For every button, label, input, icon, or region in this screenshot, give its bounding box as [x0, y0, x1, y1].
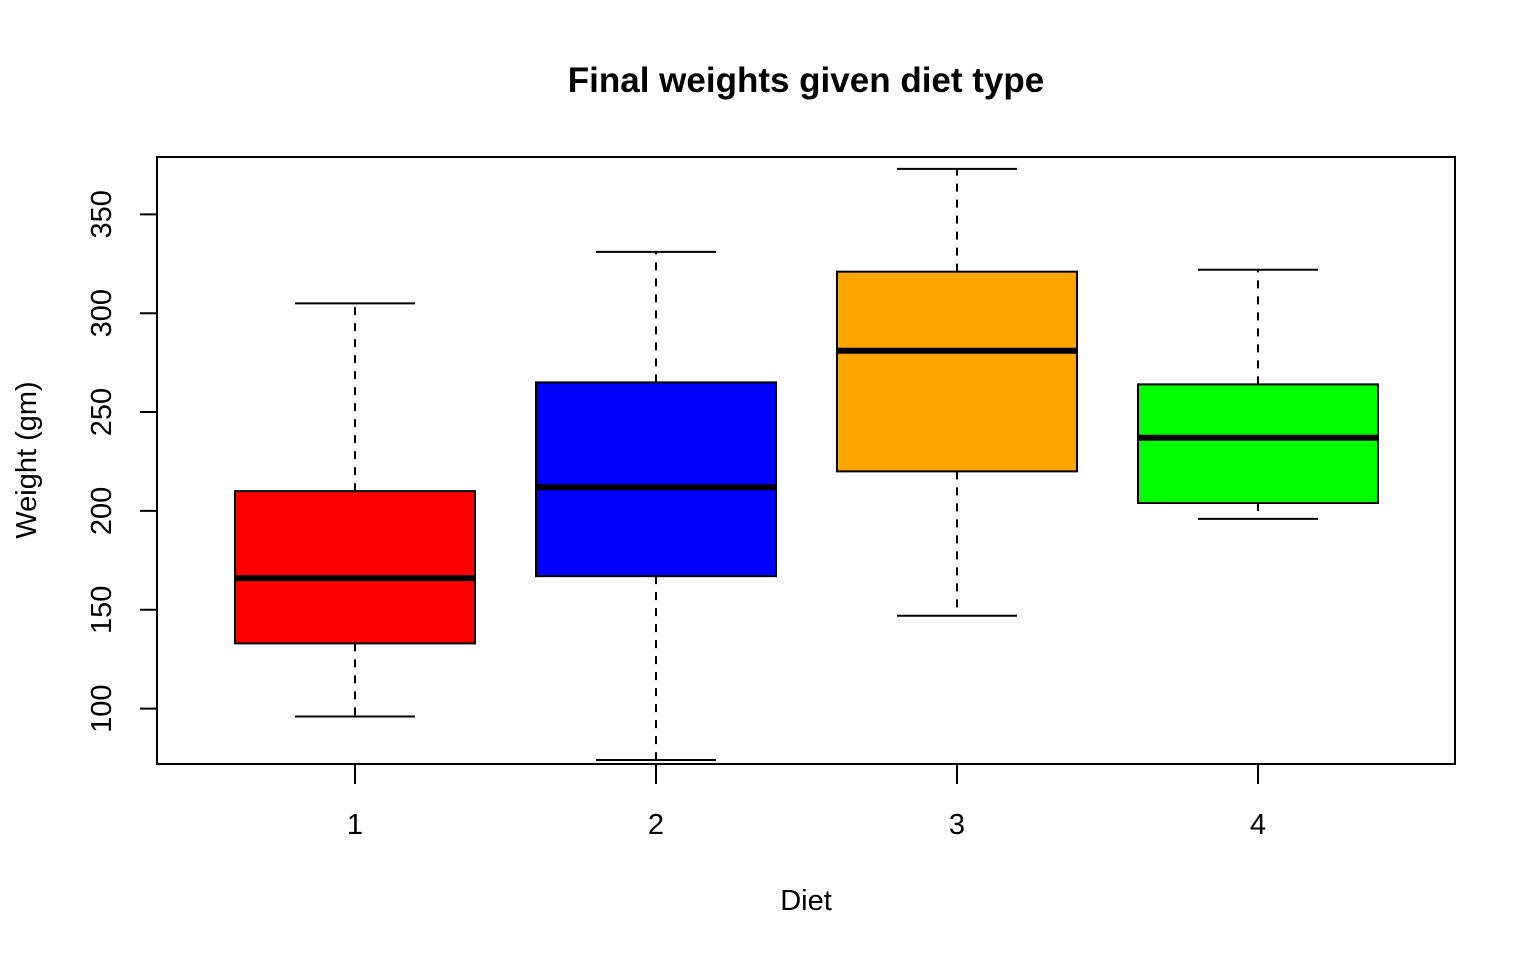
iqr-box: [535, 381, 777, 578]
y-tick-label: 250: [86, 388, 118, 436]
y-tick-label: 350: [86, 190, 118, 238]
box-diet-2: [535, 250, 777, 762]
boxes-group: [234, 167, 1379, 762]
iqr-box: [234, 490, 476, 645]
y-tick-label: 200: [86, 487, 118, 535]
x-axis: 1 2 3 4: [347, 764, 1266, 841]
box-diet-4: [1137, 268, 1379, 520]
x-tick-label: 1: [347, 809, 363, 841]
x-tick-label: 3: [949, 809, 965, 841]
box-diet-1: [234, 302, 476, 718]
x-tick-label: 4: [1250, 809, 1266, 841]
y-axis: 100 150 200 250 300 350: [86, 190, 158, 733]
y-tick-label: 150: [86, 586, 118, 634]
y-tick-label: 100: [86, 684, 118, 732]
y-tick-label: 300: [86, 289, 118, 337]
chart-title: Final weights given diet type: [568, 61, 1044, 100]
box-diet-3: [836, 167, 1078, 617]
iqr-box: [1137, 383, 1379, 505]
x-tick-label: 2: [648, 809, 664, 841]
x-axis-label: Diet: [780, 885, 832, 917]
y-axis-label: Weight (gm): [11, 381, 43, 538]
iqr-box: [836, 270, 1078, 473]
